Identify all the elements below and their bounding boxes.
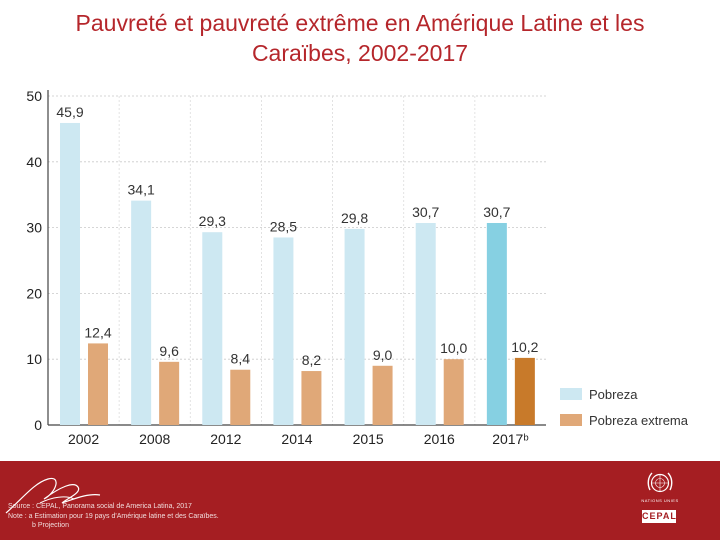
- data-label: 45,9: [56, 104, 83, 120]
- bar-pobreza-3: [273, 237, 294, 425]
- un-emblem-icon: [647, 472, 673, 493]
- bar-pobreza-6: [486, 222, 507, 425]
- bar-pobreza-1: [131, 200, 152, 425]
- bar-pobreza-extrema-2: [230, 369, 251, 425]
- bar-pobreza-0: [60, 122, 80, 425]
- legend-swatch-0: [560, 388, 582, 400]
- data-label: 28,5: [270, 218, 297, 234]
- source-note: Source : CEPAL, Panorama social de Ameri…: [8, 502, 219, 531]
- data-label: 29,3: [199, 213, 226, 229]
- data-label: 8,4: [231, 351, 251, 367]
- footer-band: Source : CEPAL, Panorama social de Ameri…: [0, 461, 720, 540]
- legend-label: Pobreza: [589, 387, 638, 402]
- y-tick-label: 10: [26, 351, 42, 367]
- legend-swatch-1: [560, 414, 582, 426]
- source-line: Source : CEPAL, Panorama social de Ameri…: [8, 503, 192, 510]
- y-tick-label: 50: [26, 88, 42, 104]
- y-tick-label: 20: [26, 285, 42, 301]
- data-label: 30,7: [412, 204, 439, 220]
- data-label: 29,8: [341, 210, 368, 226]
- bar-pobreza-4: [344, 228, 365, 425]
- chart-data-labels: 45,9 34,1 29,3 28,5 29,8 30,7 30,7 12,4 9,6 8,4 8,…: [56, 104, 538, 368]
- x-tick-label: 2016: [424, 431, 455, 447]
- chart-bars: [60, 122, 535, 425]
- y-tick-label: 0: [34, 417, 42, 433]
- bar-pobreza-extrema-5: [443, 359, 464, 425]
- x-tick-label: 2002: [68, 431, 99, 447]
- x-tick-label: 2008: [139, 431, 170, 447]
- bar-pobreza-2: [202, 232, 223, 425]
- title-line-1: Pauvreté et pauvreté extrême en Amérique…: [75, 10, 645, 36]
- y-tick-label: 40: [26, 154, 42, 170]
- projection-line: b Projection: [32, 522, 69, 529]
- note-line: Note : a Estimation pour 19 pays d'Améri…: [8, 512, 219, 520]
- x-tick-label: 2014: [281, 431, 312, 447]
- un-caption: NATIONS UNIES: [641, 498, 679, 503]
- data-label: 30,7: [483, 204, 510, 220]
- data-label: 12,4: [84, 324, 111, 340]
- data-label: 9,6: [159, 343, 179, 359]
- data-label: 10,0: [440, 340, 467, 356]
- bar-pobreza-extrema-4: [372, 365, 393, 425]
- data-label: 9,0: [373, 347, 393, 363]
- legend-label: Pobreza extrema: [589, 413, 689, 428]
- bar-pobreza-extrema-1: [159, 361, 180, 425]
- x-tick-label: 2017ᵇ: [492, 431, 528, 447]
- chart-legend: Pobreza Pobreza extrema: [560, 387, 689, 428]
- bar-pobreza-5: [415, 222, 436, 425]
- bar-pobreza-extrema-0: [88, 343, 108, 425]
- data-label: 34,1: [128, 182, 155, 198]
- chart-axes: 0 10 20 30 40 50 2002 2008 2012 2014 2015 2016 2017ᵇ: [26, 88, 546, 447]
- title-line-2: Caraïbes, 2002-2017: [251, 40, 469, 66]
- x-tick-label: 2015: [353, 431, 384, 447]
- page-title: Pauvreté et pauvreté extrême en Amérique…: [0, 8, 720, 68]
- cepal-logo: CEPAL: [642, 510, 677, 523]
- data-label: 10,2: [511, 339, 538, 355]
- poverty-bar-chart: 0 10 20 30 40 50 2002 2008 2012 2014 2015 2016 2017ᵇ…: [26, 88, 689, 447]
- chart-grid: [48, 95, 546, 425]
- signature-logo: [5, 477, 101, 514]
- y-tick-label: 30: [26, 220, 42, 236]
- data-label: 8,2: [302, 352, 322, 368]
- bar-pobreza-extrema-3: [301, 371, 322, 425]
- bar-pobreza-extrema-6: [514, 357, 535, 425]
- x-tick-label: 2012: [210, 431, 241, 447]
